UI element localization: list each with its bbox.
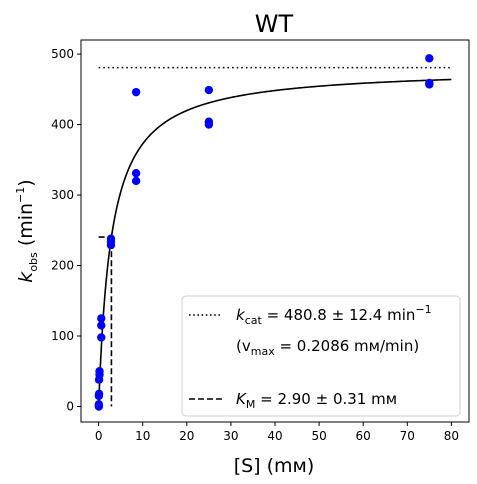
y-tick-label: 400 xyxy=(51,118,74,132)
legend-vmax-rest: = 0.2086 mᴍ/min) xyxy=(275,337,419,355)
data-point xyxy=(131,169,141,178)
legend-vmax-open: (v xyxy=(236,337,251,355)
y-tick-label: 100 xyxy=(51,329,74,343)
legend-kcat-sub: cat xyxy=(245,314,263,327)
data-point xyxy=(131,176,141,186)
y-tick-label: 200 xyxy=(51,259,74,273)
data-point xyxy=(97,333,106,342)
data-point xyxy=(94,389,104,399)
y-tick-label: 300 xyxy=(51,188,74,202)
data-point xyxy=(106,234,116,243)
legend-kcat-label: kcat = 480.8 ± 12.4 min−1 xyxy=(236,303,432,327)
legend-vmax-sub: max xyxy=(251,345,275,358)
data-point xyxy=(97,314,106,323)
chart-title: WT xyxy=(255,10,294,38)
legend-km-rest: = 2.90 ± 0.31 mᴍ xyxy=(255,390,397,408)
data-point xyxy=(97,321,106,330)
y-axis-label-sup: −1 xyxy=(14,187,27,203)
data-point xyxy=(204,85,214,95)
y-axis-label-sub: obs xyxy=(27,252,40,272)
legend-box xyxy=(181,295,461,417)
x-tick-label: 70 xyxy=(400,429,415,443)
y-axis-ticks: 0 100 200 300 400 500 xyxy=(51,47,81,413)
legend-kcat-sup: −1 xyxy=(415,303,431,316)
x-tick-label: 30 xyxy=(223,429,238,443)
x-tick-label: 0 xyxy=(95,429,103,443)
x-tick-label: 40 xyxy=(267,429,282,443)
y-axis-label-unit-open: (min xyxy=(15,203,37,252)
x-tick-label: 20 xyxy=(179,429,194,443)
plot-area xyxy=(94,54,452,411)
x-tick-label: 80 xyxy=(444,429,459,443)
data-point xyxy=(95,367,104,376)
legend-vmax-label: (vmax = 0.2086 mᴍ/min) xyxy=(236,337,419,358)
legend-kcat-rest: = 480.8 ± 12.4 min xyxy=(262,306,416,324)
legend-km-sub: M xyxy=(246,398,256,411)
x-axis-ticks: 0 10 20 30 40 50 60 70 80 xyxy=(95,422,459,443)
y-axis-label-unit-close: ) xyxy=(15,179,37,186)
x-tick-label: 50 xyxy=(311,429,326,443)
legend-kcat-main: k xyxy=(236,306,246,324)
y-axis-label-main: k xyxy=(15,271,37,283)
data-point xyxy=(204,117,214,126)
data-point xyxy=(425,78,434,88)
x-tick-label: 60 xyxy=(356,429,371,443)
y-tick-label: 0 xyxy=(66,399,74,413)
legend: kcat = 480.8 ± 12.4 min−1 (vmax = 0.2086… xyxy=(181,295,461,417)
y-tick-label: 500 xyxy=(51,47,74,61)
legend-km-label: KM = 2.90 ± 0.31 mᴍ xyxy=(236,390,397,411)
data-point xyxy=(425,54,434,63)
fit-curve xyxy=(98,78,452,401)
legend-km-main: K xyxy=(236,390,247,408)
data-point xyxy=(94,400,104,409)
data-point xyxy=(131,87,141,97)
x-axis-label: [S] (mᴍ) xyxy=(234,455,315,477)
y-axis-label: kobs (min−1) xyxy=(14,179,40,282)
x-tick-label: 10 xyxy=(135,429,150,443)
